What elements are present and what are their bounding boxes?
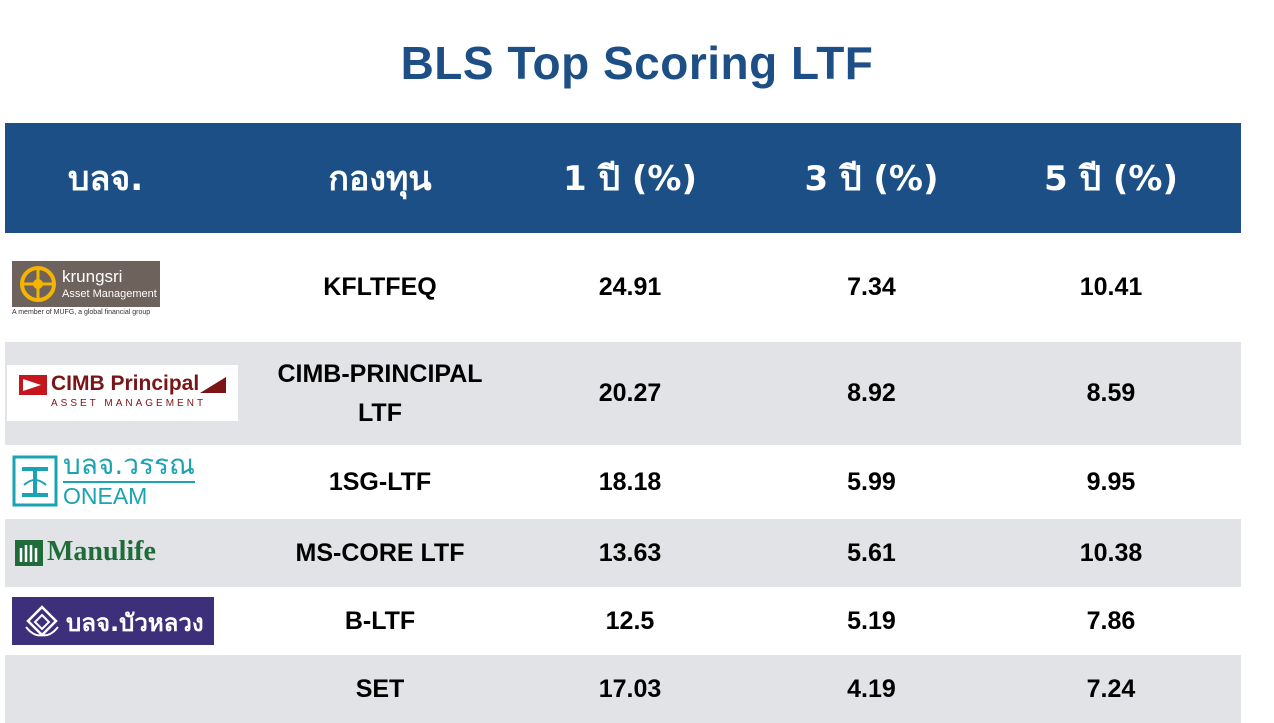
krungsri-logo: krungsri Asset Management A member of MU… xyxy=(5,243,262,332)
return-1y: 13.63 xyxy=(598,538,662,567)
return-1y: 12.5 xyxy=(605,606,655,635)
return-3y: 7.34 xyxy=(847,273,896,301)
fund-name: B-LTF xyxy=(344,606,416,635)
manulife-m-icon xyxy=(15,540,43,566)
return-5y: 7.24 xyxy=(1086,674,1136,703)
return-5y: 9.95 xyxy=(1086,467,1136,496)
cimb-chevron-icon xyxy=(19,375,47,395)
oneam-thai-name: บลจ.วรรณ xyxy=(63,448,196,483)
table-row: SET 17.03 4.19 7.24 xyxy=(5,655,1241,723)
col-header-company: บลจ. xyxy=(67,159,144,199)
fund-table: บลจ. กองทุน 1 ปี (%) 3 ปี (%) 5 ปี (%) k… xyxy=(5,123,1241,723)
fund-name: CIMB-PRINCIPAL LTF xyxy=(277,359,483,427)
return-3y: 8.92 xyxy=(847,379,896,407)
table-row: Manulife MS-CORE LTF 13.63 5.61 10.38 xyxy=(5,519,1241,587)
oneam-emblem-icon xyxy=(12,455,58,507)
col-header-5y: 5 ปี (%) xyxy=(1043,159,1179,199)
page-title: BLS Top Scoring LTF xyxy=(400,37,874,89)
fund-name: KFLTFEQ xyxy=(323,273,437,302)
cimb-sub: ASSET MANAGEMENT xyxy=(51,398,207,409)
fund-name: MS-CORE LTF xyxy=(295,538,465,567)
table-header: บลจ. กองทุน 1 ปี (%) 3 ปี (%) 5 ปี (%) xyxy=(5,123,1241,233)
company-cell-empty xyxy=(5,655,262,723)
cimb-logo: CIMB Principal ASSET MANAGEMENT xyxy=(5,342,262,445)
return-5y: 8.59 xyxy=(1086,379,1136,407)
col-header-1y: 1 ปี (%) xyxy=(562,159,698,199)
fund-name: 1SG-LTF xyxy=(328,467,432,496)
table-row: CIMB Principal ASSET MANAGEMENT CIMB-PRI… xyxy=(5,342,1241,445)
krungsri-tagline: A member of MUFG, a global financial gro… xyxy=(12,309,151,316)
return-1y: 20.27 xyxy=(598,379,662,407)
oneam-logo: บลจ.วรรณ ONEAM xyxy=(5,445,262,519)
return-5y: 10.41 xyxy=(1079,273,1143,301)
return-5y: 7.86 xyxy=(1086,606,1136,635)
fund-name: SET xyxy=(355,674,405,703)
table-row: บลจ.วรรณ ONEAM 1SG-LTF 18.18 5.99 9.95 xyxy=(5,445,1241,519)
cimb-name: CIMB Principal xyxy=(51,372,200,395)
manulife-logo: Manulife xyxy=(5,519,262,587)
return-1y: 24.91 xyxy=(598,273,662,301)
return-3y: 5.19 xyxy=(847,606,896,635)
return-5y: 10.38 xyxy=(1079,538,1143,567)
cimb-wedge-icon xyxy=(200,377,226,393)
bualuang-logo: บลจ.บัวหลวง xyxy=(5,587,262,655)
table-row: บลจ.บัวหลวง B-LTF 12.5 5.19 7.86 xyxy=(5,587,1241,655)
return-3y: 5.61 xyxy=(847,538,896,567)
return-3y: 4.19 xyxy=(847,674,896,703)
krungsri-name: krungsri xyxy=(62,267,123,286)
krungsri-sub: Asset Management xyxy=(62,288,157,300)
return-1y: 18.18 xyxy=(598,467,662,496)
lotus-icon xyxy=(25,605,59,637)
col-header-fund: กองทุน xyxy=(328,159,432,199)
return-3y: 5.99 xyxy=(847,467,896,496)
col-header-3y: 3 ปี (%) xyxy=(804,159,939,199)
return-1y: 17.03 xyxy=(598,674,662,703)
manulife-name: Manulife xyxy=(47,536,156,567)
oneam-latin-name: ONEAM xyxy=(63,483,148,509)
krungsri-gecko-icon xyxy=(20,266,56,302)
bualuang-name: บลจ.บัวหลวง xyxy=(66,609,204,637)
table-row: krungsri Asset Management A member of MU… xyxy=(5,243,1241,332)
